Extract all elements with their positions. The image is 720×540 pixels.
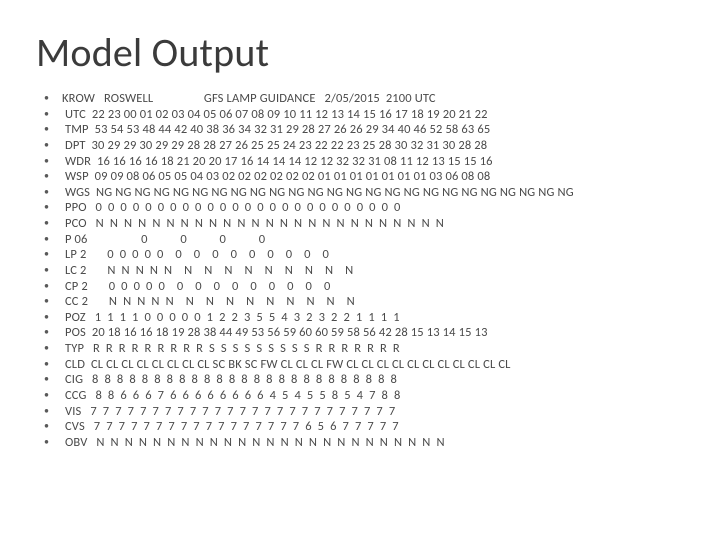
bullet-icon: •: [44, 435, 62, 449]
output-line: POS 20 18 16 16 18 19 28 38 44 49 53 56 …: [62, 325, 488, 341]
bullet-icon: •: [44, 200, 62, 214]
output-line: WGS NG NG NG NG NG NG NG NG NG NG NG NG …: [62, 185, 574, 201]
output-row: •KROW ROSWELL GFS LAMP GUIDANCE 2/05/201…: [44, 91, 684, 107]
output-line: CCG 8 8 6 6 6 7 6 6 6 6 6 6 6 6 4 5 4 5 …: [62, 388, 400, 404]
bullet-icon: •: [44, 294, 62, 308]
bullet-icon: •: [44, 388, 62, 402]
bullet-icon: •: [44, 169, 62, 183]
output-row: • TYP R R R R R R R R R S S S S S S S S …: [44, 341, 684, 357]
output-row: • LC 2 N N N N N N N N N N N N N N: [44, 263, 684, 279]
output-row: • OBV N N N N N N N N N N N N N N N N N …: [44, 435, 684, 451]
bullet-icon: •: [44, 357, 62, 371]
output-row: • CVS 7 7 7 7 7 7 7 7 7 7 7 7 7 7 7 7 7 …: [44, 419, 684, 435]
bullet-icon: •: [44, 372, 62, 386]
bullet-icon: •: [44, 419, 62, 433]
bullet-icon: •: [44, 122, 62, 136]
output-row: • CIG 8 8 8 8 8 8 8 8 8 8 8 8 8 8 8 8 8 …: [44, 372, 684, 388]
output-line: POZ 1 1 1 1 0 0 0 0 0 1 2 2 3 5 5 4 3 2 …: [62, 310, 400, 326]
output-row: • CCG 8 8 6 6 6 7 6 6 6 6 6 6 6 6 4 5 4 …: [44, 388, 684, 404]
output-line: WDR 16 16 16 16 18 21 20 20 17 16 14 14 …: [62, 154, 493, 170]
bullet-icon: •: [44, 325, 62, 339]
page-title: Model Output: [36, 28, 684, 77]
bullet-icon: •: [44, 404, 62, 418]
output-row: • WGS NG NG NG NG NG NG NG NG NG NG NG N…: [44, 185, 684, 201]
output-line: CC 2 N N N N N N N N N N N N N N: [62, 294, 355, 310]
bullet-icon: •: [44, 279, 62, 293]
output-line: CVS 7 7 7 7 7 7 7 7 7 7 7 7 7 7 7 7 7 6 …: [62, 419, 399, 435]
bullet-icon: •: [44, 107, 62, 121]
output-line: LC 2 N N N N N N N N N N N N N N: [62, 263, 353, 279]
output-line: PPO 0 0 0 0 0 0 0 0 0 0 0 0 0 0 0 0 0 0 …: [62, 200, 401, 216]
output-line: PCO N N N N N N N N N N N N N N N N N N …: [62, 216, 444, 232]
output-line: UTC 22 23 00 01 02 03 04 05 06 07 08 09 …: [62, 107, 488, 123]
bullet-icon: •: [44, 263, 62, 277]
bullet-icon: •: [44, 247, 62, 261]
output-line: DPT 30 29 29 30 29 29 28 28 27 26 25 25 …: [62, 138, 487, 154]
bullet-icon: •: [44, 216, 62, 230]
bullet-icon: •: [44, 154, 62, 168]
output-row: • UTC 22 23 00 01 02 03 04 05 06 07 08 0…: [44, 107, 684, 123]
bullet-icon: •: [44, 232, 62, 246]
output-line: VIS 7 7 7 7 7 7 7 7 7 7 7 7 7 7 7 7 7 7 …: [62, 404, 395, 420]
output-row: • POS 20 18 16 16 18 19 28 38 44 49 53 5…: [44, 325, 684, 341]
bullet-icon: •: [44, 138, 62, 152]
output-row: • P 06 0 0 0 0: [44, 232, 684, 248]
output-line: P 06 0 0 0 0: [62, 232, 265, 248]
output-row: • TMP 53 54 53 48 44 42 40 38 36 34 32 3…: [44, 122, 684, 138]
output-line: LP 2 0 0 0 0 0 0 0 0 0 0 0 0 0 0: [62, 247, 329, 263]
output-row: • PCO N N N N N N N N N N N N N N N N N …: [44, 216, 684, 232]
output-row: • CC 2 N N N N N N N N N N N N N N: [44, 294, 684, 310]
output-row: • DPT 30 29 29 30 29 29 28 28 27 26 25 2…: [44, 138, 684, 154]
output-row: • CP 2 0 0 0 0 0 0 0 0 0 0 0 0 0 0: [44, 279, 684, 295]
bullet-icon: •: [44, 310, 62, 324]
output-row: • POZ 1 1 1 1 0 0 0 0 0 1 2 2 3 5 5 4 3 …: [44, 310, 684, 326]
output-line: OBV N N N N N N N N N N N N N N N N N N …: [62, 435, 445, 451]
output-line: WSP 09 09 08 06 05 05 04 03 02 02 02 02 …: [62, 169, 490, 185]
output-row: • WSP 09 09 08 06 05 05 04 03 02 02 02 0…: [44, 169, 684, 185]
output-row: • PPO 0 0 0 0 0 0 0 0 0 0 0 0 0 0 0 0 0 …: [44, 200, 684, 216]
output-row: • WDR 16 16 16 16 18 21 20 20 17 16 14 1…: [44, 154, 684, 170]
output-line: TYP R R R R R R R R R S S S S S S S S S …: [62, 341, 400, 357]
output-line: CIG 8 8 8 8 8 8 8 8 8 8 8 8 8 8 8 8 8 8 …: [62, 372, 397, 388]
bullet-icon: •: [44, 185, 62, 199]
slide: Model Output •KROW ROSWELL GFS LAMP GUID…: [0, 0, 720, 540]
output-row: • VIS 7 7 7 7 7 7 7 7 7 7 7 7 7 7 7 7 7 …: [44, 404, 684, 420]
model-output-block: •KROW ROSWELL GFS LAMP GUIDANCE 2/05/201…: [36, 91, 684, 450]
output-line: CLD CL CL CL CL CL CL CL CL SC BK SC FW …: [62, 357, 511, 373]
output-line: KROW ROSWELL GFS LAMP GUIDANCE 2/05/2015…: [62, 91, 436, 107]
bullet-icon: •: [44, 91, 62, 105]
output-row: • LP 2 0 0 0 0 0 0 0 0 0 0 0 0 0 0: [44, 247, 684, 263]
output-line: TMP 53 54 53 48 44 42 40 38 36 34 32 31 …: [62, 122, 490, 138]
bullet-icon: •: [44, 341, 62, 355]
output-line: CP 2 0 0 0 0 0 0 0 0 0 0 0 0 0 0: [62, 279, 330, 295]
output-row: • CLD CL CL CL CL CL CL CL CL SC BK SC F…: [44, 357, 684, 373]
